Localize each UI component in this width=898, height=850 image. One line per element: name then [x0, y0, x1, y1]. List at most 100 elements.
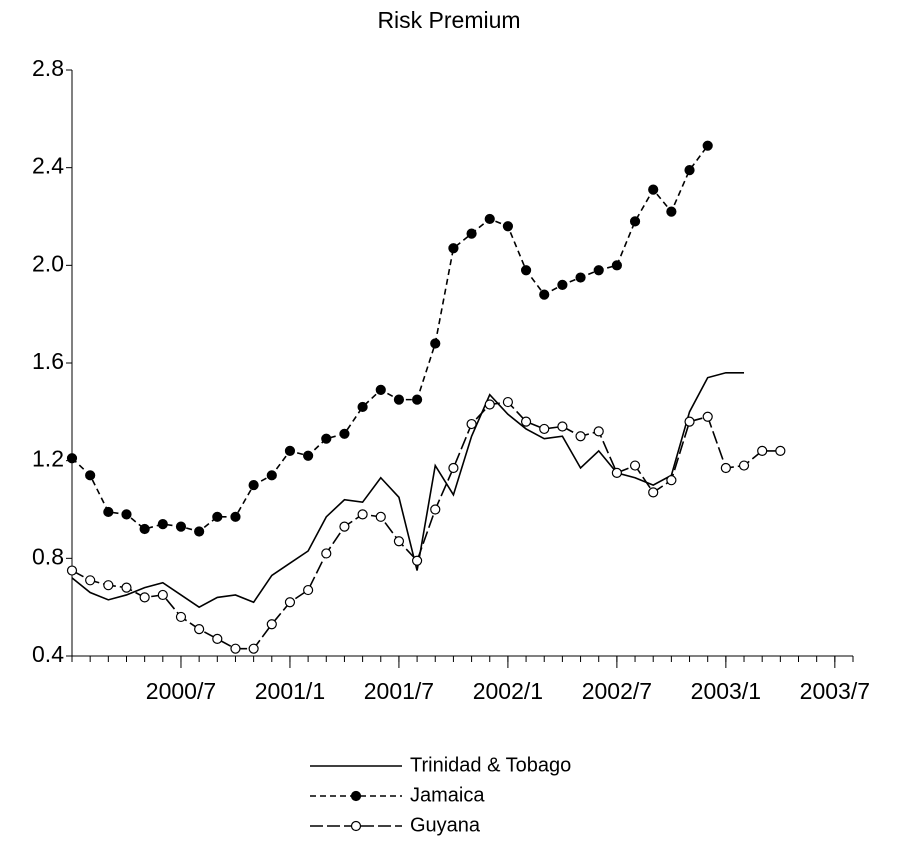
data-point — [557, 279, 568, 290]
x-tick-label: 2000/7 — [146, 678, 216, 704]
data-point — [357, 509, 368, 520]
data-point — [702, 411, 713, 422]
data-point — [121, 509, 132, 520]
data-point — [720, 462, 731, 474]
data-point — [284, 445, 296, 456]
data-point — [593, 426, 604, 437]
legend-marker — [350, 790, 362, 802]
data-point — [484, 399, 495, 410]
data-point — [575, 431, 586, 442]
data-point — [103, 506, 114, 518]
data-point — [375, 384, 386, 395]
legend-label: Guyana — [410, 814, 481, 836]
data-point — [266, 619, 277, 630]
data-point — [303, 584, 314, 596]
data-point — [303, 450, 314, 461]
data-point — [484, 213, 495, 225]
data-point — [666, 206, 677, 217]
legend-marker — [350, 820, 362, 832]
x-tick-label: 2002/7 — [582, 678, 652, 704]
data-point — [411, 555, 423, 566]
data-point — [248, 643, 259, 654]
data-point — [194, 526, 205, 537]
data-point — [775, 445, 786, 456]
data-point — [666, 475, 677, 486]
data-point — [611, 260, 622, 271]
data-point — [103, 580, 114, 591]
x-tick-label: 2003/7 — [800, 678, 870, 704]
data-point — [629, 460, 641, 471]
data-point — [502, 221, 514, 232]
data-point — [157, 519, 168, 530]
data-point — [157, 589, 168, 601]
data-point — [520, 265, 532, 276]
data-point — [502, 396, 514, 408]
data-point — [702, 140, 713, 151]
data-point — [66, 453, 78, 464]
data-point — [375, 511, 386, 522]
data-point — [539, 423, 550, 435]
series-line — [71, 371, 745, 609]
data-point — [230, 511, 241, 522]
chart-title: Risk Premium — [377, 7, 520, 33]
x-tick-label: 2002/1 — [473, 678, 543, 704]
data-point — [248, 479, 259, 491]
legend-label: Trinidad & Tobago — [410, 754, 571, 776]
data-point — [629, 216, 641, 227]
data-point — [575, 272, 586, 283]
data-point — [557, 421, 568, 432]
data-point — [212, 511, 223, 522]
y-tick-label: 2.0 — [32, 250, 64, 276]
y-tick-label: 2.4 — [32, 153, 64, 179]
y-tick-label: 1.6 — [32, 348, 64, 374]
data-point — [393, 394, 405, 405]
y-tick-label: 0.4 — [32, 641, 64, 667]
series-line — [71, 401, 781, 650]
data-point — [684, 165, 695, 176]
data-point — [121, 582, 132, 593]
data-point — [139, 592, 150, 603]
data-point — [85, 470, 96, 481]
y-tick-label: 1.2 — [32, 446, 64, 472]
x-tick-label: 2001/7 — [364, 678, 434, 704]
data-point — [684, 416, 695, 427]
data-point — [339, 521, 350, 532]
data-point — [448, 462, 459, 474]
data-point — [738, 460, 750, 471]
data-point — [593, 265, 604, 276]
data-point — [757, 445, 768, 456]
data-point — [175, 611, 187, 623]
data-point — [430, 338, 441, 349]
data-point — [393, 536, 405, 547]
data-point — [194, 624, 205, 635]
data-point — [430, 504, 441, 515]
x-tick-label: 2003/1 — [691, 678, 761, 704]
data-point — [648, 184, 659, 195]
x-tick-label: 2001/1 — [255, 678, 325, 704]
data-point — [66, 565, 78, 576]
data-point — [648, 487, 659, 498]
data-point — [339, 428, 350, 439]
data-point — [411, 394, 423, 405]
legend: Trinidad & Tobago Jamaica Guyana — [310, 754, 571, 836]
data-point — [284, 597, 296, 608]
data-point — [212, 633, 223, 645]
data-point — [448, 243, 459, 254]
data-point — [266, 470, 277, 481]
data-point — [466, 418, 477, 430]
data-point — [321, 548, 332, 559]
data-point — [85, 575, 96, 586]
data-point — [611, 467, 622, 478]
data-point — [321, 433, 332, 444]
data-point — [357, 401, 368, 413]
y-tick-label: 2.8 — [32, 55, 64, 81]
data-point — [466, 228, 477, 239]
data-point — [139, 523, 150, 535]
data-point — [175, 521, 187, 532]
data-point — [230, 643, 241, 654]
data-point — [539, 289, 550, 300]
legend-label: Jamaica — [410, 784, 485, 806]
data-point — [520, 416, 532, 427]
y-tick-label: 0.8 — [32, 543, 64, 569]
